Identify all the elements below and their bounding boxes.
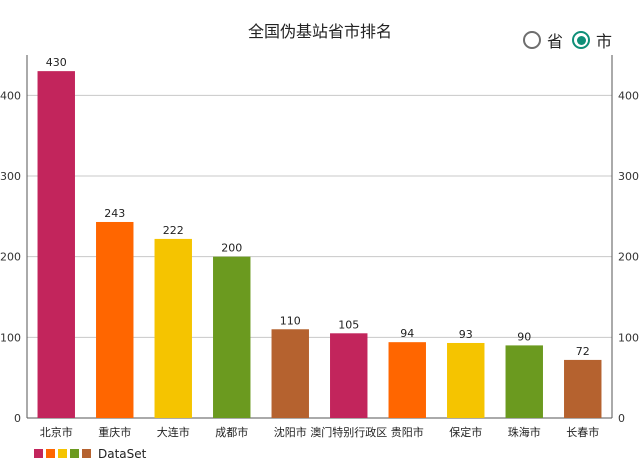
y-tick-label-right: 400 [618, 89, 639, 102]
x-tick-label: 沈阳市 [274, 425, 307, 439]
bar-value-label: 90 [517, 330, 531, 343]
x-tick-label: 成都市 [215, 425, 248, 439]
x-tick-label: 重庆市 [98, 425, 131, 439]
x-tick-label: 珠海市 [508, 425, 541, 439]
province-toggle-label: 省 [547, 32, 564, 51]
bar[interactable] [505, 345, 543, 418]
bar-value-label: 94 [400, 327, 414, 340]
legend-swatch [82, 449, 91, 458]
x-tick-label: 大连市 [157, 425, 190, 439]
y-tick-label-left: 100 [0, 331, 21, 344]
y-tick-label-left: 200 [0, 251, 21, 264]
bar-value-label: 243 [104, 207, 125, 220]
y-tick-label-right: 300 [618, 170, 639, 183]
y-tick-label-right: 200 [618, 251, 639, 264]
legend-swatch [34, 449, 43, 458]
bar[interactable] [96, 221, 134, 418]
chart-title: 全国伪基站省市排名 [248, 22, 392, 41]
city-toggle-label: 市 [596, 32, 613, 51]
x-tick-label: 长春市 [566, 425, 599, 439]
province-toggle[interactable]: 省 [523, 28, 563, 52]
legend-swatch [58, 449, 67, 458]
bar[interactable] [447, 342, 485, 418]
y-tick-label-left: 0 [14, 412, 21, 425]
city-radio-icon[interactable] [572, 31, 590, 49]
bar-value-label: 72 [576, 345, 590, 358]
bar-value-label: 105 [338, 318, 359, 331]
y-tick-label-left: 300 [0, 170, 21, 183]
x-tick-label: 贵阳市 [391, 425, 424, 439]
legend-label: DataSet [98, 447, 147, 461]
x-tick-label: 北京市 [40, 425, 73, 439]
bar[interactable] [213, 256, 251, 418]
bar-value-label: 222 [163, 224, 184, 237]
bar-value-label: 93 [459, 328, 473, 341]
bar[interactable] [564, 359, 602, 418]
y-tick-label-right: 100 [618, 331, 639, 344]
bar-value-label: 430 [46, 56, 67, 69]
legend-swatch [46, 449, 55, 458]
legend-swatch [70, 449, 79, 458]
bar[interactable] [330, 333, 368, 418]
bar[interactable] [388, 342, 426, 418]
y-tick-label-left: 400 [0, 89, 21, 102]
bar-value-label: 200 [221, 242, 242, 255]
bar[interactable] [37, 71, 75, 418]
y-tick-label-right: 0 [618, 412, 625, 425]
bar[interactable] [271, 329, 309, 418]
bar-value-label: 110 [280, 314, 301, 327]
province-radio-icon[interactable] [523, 31, 541, 49]
x-tick-label: 保定市 [449, 425, 482, 439]
x-tick-label: 澳门特别行政区 [310, 425, 387, 439]
city-toggle[interactable]: 市 [572, 28, 612, 52]
radio-selected-dot [576, 35, 586, 45]
bar[interactable] [154, 238, 192, 418]
